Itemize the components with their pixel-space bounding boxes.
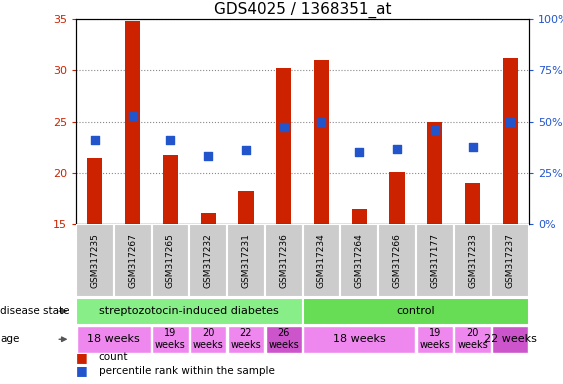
Text: percentile rank within the sample: percentile rank within the sample [99,366,274,376]
Text: GSM317267: GSM317267 [128,233,137,288]
Text: 20
weeks: 20 weeks [193,328,224,350]
Bar [416,224,454,297]
Bar [417,326,453,353]
Point [204,152,213,159]
Point [317,119,326,125]
Text: 19
weeks: 19 weeks [155,328,186,350]
Bar [341,224,378,297]
Bar [303,326,415,353]
Text: ■: ■ [76,351,88,364]
Text: GSM317234: GSM317234 [317,233,326,288]
Bar [492,326,529,353]
Text: streptozotocin-induced diabetes: streptozotocin-induced diabetes [100,306,279,316]
Text: 22 weeks: 22 weeks [484,334,537,344]
Text: GSM317233: GSM317233 [468,233,477,288]
Text: 19
weeks: 19 weeks [419,328,450,350]
Text: GSM317266: GSM317266 [392,233,401,288]
Bar [151,224,189,297]
Bar [303,298,529,325]
Bar [76,224,114,297]
Bar [266,326,302,353]
Bar [238,192,253,224]
Text: GSM317177: GSM317177 [430,233,439,288]
Bar [125,21,140,224]
Text: 18 weeks: 18 weeks [87,334,140,344]
Bar [77,326,151,353]
Bar [454,326,491,353]
Bar [190,326,226,353]
Bar [265,224,303,297]
Title: GDS4025 / 1368351_at: GDS4025 / 1368351_at [214,2,391,18]
Text: 22
weeks: 22 weeks [231,328,261,350]
Bar [200,213,216,224]
Point [91,137,100,143]
Point [392,146,401,152]
Text: GSM317231: GSM317231 [242,233,251,288]
Bar [189,224,227,297]
Bar [314,60,329,224]
Text: 18 weeks: 18 weeks [333,334,386,344]
Text: GSM317265: GSM317265 [166,233,175,288]
Text: GSM317232: GSM317232 [204,233,213,288]
Text: GSM317236: GSM317236 [279,233,288,288]
Text: 20
weeks: 20 weeks [457,328,488,350]
Point [166,137,175,143]
Bar [153,326,189,353]
Text: GSM317235: GSM317235 [91,233,100,288]
Text: age: age [0,334,19,344]
Bar [491,224,529,297]
Point [468,144,477,151]
Bar [454,224,491,297]
Point [506,119,515,125]
Bar [276,68,291,224]
Point [242,147,251,154]
Bar [114,224,151,297]
Text: count: count [99,352,128,362]
Point [355,149,364,156]
Bar [352,209,367,224]
Point [430,127,439,133]
Text: disease state: disease state [0,306,69,316]
Point [279,124,288,130]
Point [128,113,137,119]
Bar [228,326,264,353]
Text: GSM317237: GSM317237 [506,233,515,288]
Bar [390,172,405,224]
Text: control: control [396,306,435,316]
Bar [303,224,341,297]
Bar [87,157,102,224]
Bar [227,224,265,297]
Bar [76,298,303,325]
Bar [465,183,480,224]
Text: 26
weeks: 26 weeks [269,328,299,350]
Text: ■: ■ [76,364,88,377]
Text: GSM317264: GSM317264 [355,233,364,288]
Bar [378,224,416,297]
Bar [503,58,518,224]
Bar [163,154,178,224]
Bar [427,122,443,224]
